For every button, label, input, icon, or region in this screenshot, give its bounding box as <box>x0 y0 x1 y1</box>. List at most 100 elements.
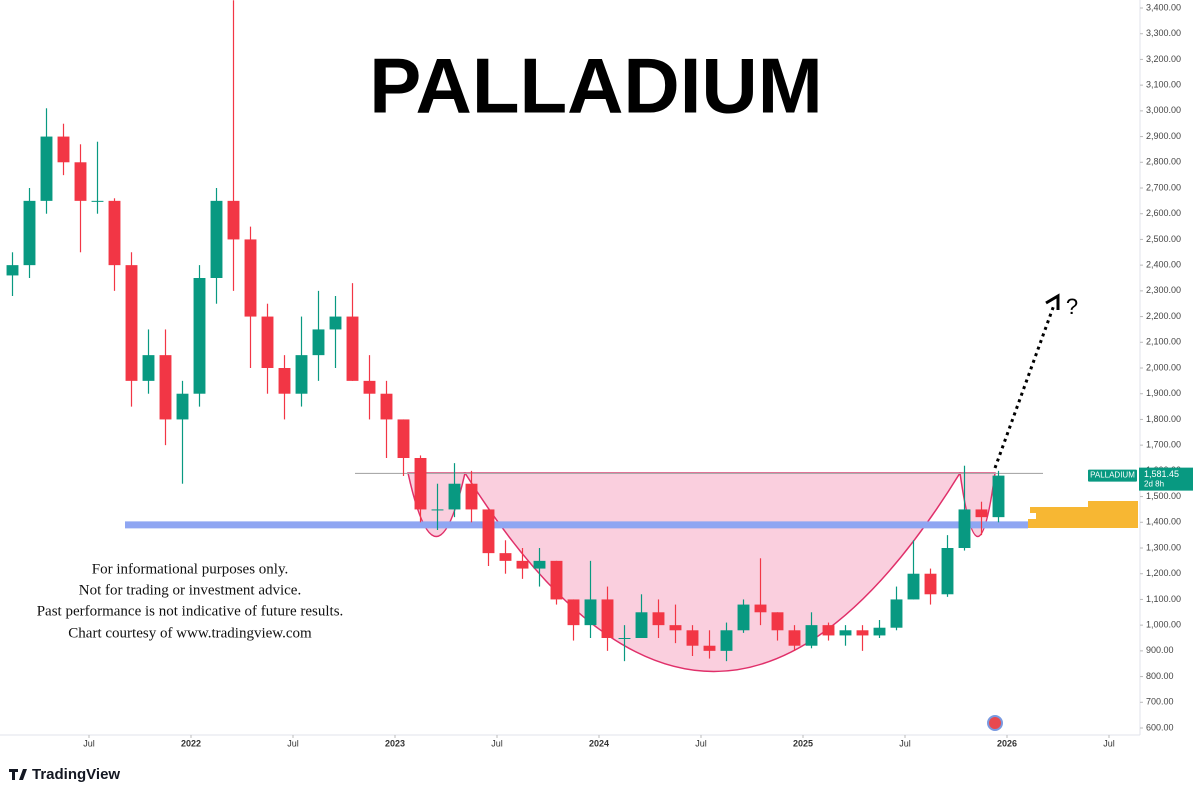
x-tick-label: 2026 <box>997 738 1017 748</box>
x-tick-label: Jul <box>1103 738 1115 748</box>
disclaimer: Not for trading or investment advice. <box>79 582 301 598</box>
candle-body <box>686 630 699 646</box>
candle-body <box>550 560 563 600</box>
x-tick-label: Jul <box>491 738 503 748</box>
price-tag <box>1139 467 1193 491</box>
candle-body <box>924 573 937 595</box>
y-tick-label: 3,400.00 <box>1146 2 1181 12</box>
x-tick-label: 2023 <box>385 738 405 748</box>
candle-body <box>805 625 818 646</box>
y-tick-label: 2,100.00 <box>1146 337 1181 347</box>
candle-body <box>465 483 478 510</box>
y-tick-label: 3,300.00 <box>1146 28 1181 38</box>
candle-body <box>856 630 869 636</box>
candle-body <box>975 509 988 518</box>
candle-body <box>601 599 614 638</box>
candle-body <box>448 483 461 510</box>
candle-body <box>839 630 852 636</box>
y-tick-label: 1,700.00 <box>1146 440 1181 450</box>
y-tick-label: 1,400.00 <box>1146 517 1181 527</box>
logo[interactable]: TradingView <box>9 766 120 783</box>
y-tick-label: 2,200.00 <box>1146 311 1181 321</box>
x-tick-label: Jul <box>287 738 299 748</box>
y-tick-label: 3,000.00 <box>1146 105 1181 115</box>
y-tick-label: 2,700.00 <box>1146 182 1181 192</box>
candle-body <box>788 630 801 646</box>
y-tick-label: 2,300.00 <box>1146 285 1181 295</box>
candle-body <box>754 604 767 613</box>
y-tick-label: 2,500.00 <box>1146 234 1181 244</box>
y-tick-label: 2,000.00 <box>1146 362 1181 372</box>
y-tick-label: 1,500.00 <box>1146 491 1181 501</box>
x-tick-label: Jul <box>83 738 95 748</box>
candle-body <box>6 265 19 276</box>
event-flag[interactable] <box>987 715 1003 731</box>
candle-body <box>873 627 886 636</box>
candle-body <box>635 612 648 638</box>
logo-text: TradingView <box>32 766 120 783</box>
disclaimer: Chart courtesy of www.tradingview.com <box>68 625 312 641</box>
candle-body <box>499 553 512 561</box>
candle-body <box>992 475 1005 518</box>
candle-body <box>397 419 410 458</box>
candle-body <box>618 638 631 639</box>
y-tick-label: 2,800.00 <box>1146 157 1181 167</box>
x-tick-label: 2025 <box>793 738 813 748</box>
candle-body <box>57 136 70 163</box>
candle-body <box>584 599 597 626</box>
candle-body <box>91 200 104 202</box>
candle-body <box>125 265 138 381</box>
x-tick-label: Jul <box>695 738 707 748</box>
y-tick-label: 3,100.00 <box>1146 80 1181 90</box>
candle-body <box>363 380 376 394</box>
candle-body <box>346 316 359 381</box>
candle-body <box>652 612 665 626</box>
candle-body <box>159 355 172 420</box>
y-tick-label: 700.00 <box>1146 697 1174 707</box>
candle-body <box>23 200 36 266</box>
candle-body <box>380 393 393 420</box>
symbol-tag-label: PALLADIUM <box>1090 471 1135 480</box>
candle-body <box>516 560 529 569</box>
candle-body <box>142 355 155 381</box>
candle-body <box>720 630 733 651</box>
candle-body <box>193 278 206 394</box>
arrow-head <box>1045 293 1060 310</box>
candle-body <box>890 599 903 628</box>
candle-body <box>244 239 257 317</box>
disclaimer: For informational purposes only. <box>92 561 289 577</box>
candle-body <box>210 200 223 278</box>
candle-body <box>74 162 87 201</box>
countdown: 2d 8h <box>1144 480 1164 489</box>
candle-body <box>771 612 784 631</box>
logo-icon <box>9 769 27 780</box>
y-tick-label: 1,900.00 <box>1146 388 1181 398</box>
projection-arrow <box>993 304 1056 469</box>
y-tick-label: 1,800.00 <box>1146 414 1181 424</box>
candle-body <box>567 599 580 626</box>
y-tick-label: 800.00 <box>1146 671 1174 681</box>
x-tick-label: 2024 <box>589 738 609 748</box>
candle-body <box>40 136 53 201</box>
price-tag-label: 1,581.45 <box>1144 469 1179 479</box>
y-tick-label: 1,100.00 <box>1146 594 1181 604</box>
annotation: ? <box>1066 294 1078 319</box>
candle-body <box>278 368 291 394</box>
candle-body <box>176 393 189 420</box>
y-tick-label: 1,000.00 <box>1146 620 1181 630</box>
candle-body <box>941 548 954 595</box>
candle-body <box>261 316 274 368</box>
volume-profile <box>1028 501 1138 528</box>
candle-body <box>822 625 835 636</box>
candle-body <box>737 604 750 631</box>
candle-body <box>312 329 325 356</box>
chart-title: PALLADIUM <box>369 42 823 130</box>
y-tick-label: 1,300.00 <box>1146 542 1181 552</box>
candle-body <box>414 458 427 510</box>
y-tick-label: 900.00 <box>1146 645 1174 655</box>
candle-body <box>482 509 495 554</box>
y-tick-label: 600.00 <box>1146 722 1174 732</box>
y-tick-label: 2,900.00 <box>1146 131 1181 141</box>
